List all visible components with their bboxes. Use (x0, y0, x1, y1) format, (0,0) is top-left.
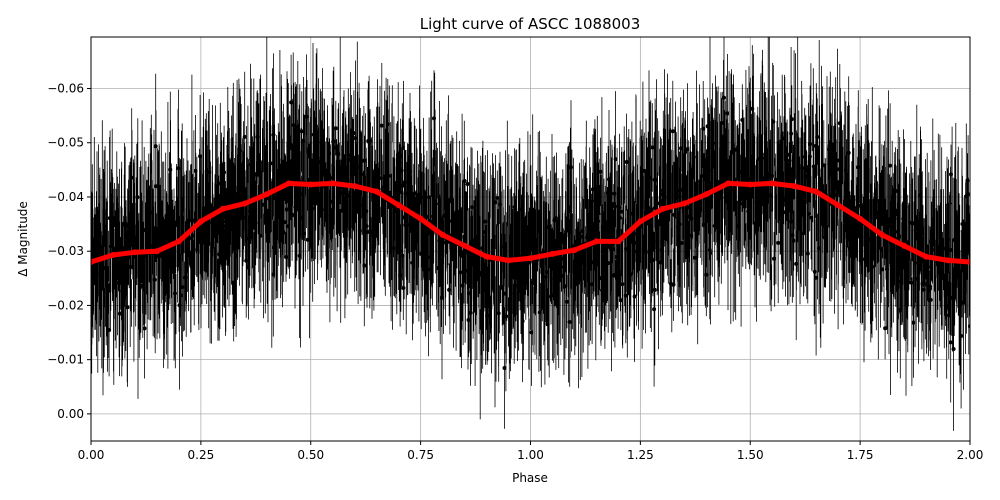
mean-curve-point (461, 242, 468, 249)
mean-curve-point (857, 215, 864, 222)
chart-title: Light curve of ASCC 1088003 (420, 15, 641, 33)
mean-curve-point (351, 183, 358, 190)
x-tick-label: 1.00 (517, 448, 544, 462)
mean-curve-point (571, 247, 578, 254)
mean-curve-point (373, 188, 380, 195)
y-tick-label: −0.02 (47, 298, 84, 312)
mean-curve-point (945, 257, 951, 264)
mean-curve-point (549, 250, 556, 257)
mean-curve (91, 180, 970, 265)
mean-curve-point (593, 238, 600, 245)
mean-curve-point (505, 257, 512, 264)
x-tick-label: 0.25 (188, 448, 215, 462)
x-tick-label: 0.50 (297, 448, 324, 462)
mean-curve-point (923, 253, 929, 260)
mean-curve-point (879, 231, 886, 238)
mean-curve-point (175, 238, 182, 245)
mean-curve-point (835, 202, 842, 209)
mean-curve-point (769, 180, 776, 187)
x-axis-label: Phase (512, 471, 548, 485)
mean-curve-point (703, 191, 710, 198)
mean-curve-point (791, 183, 798, 190)
mean-curve-point (110, 252, 116, 258)
x-tick-label: 1.50 (737, 448, 764, 462)
mean-curve-point (901, 242, 908, 249)
mean-curve-point (659, 205, 666, 212)
y-tick-label: −0.04 (47, 190, 84, 204)
mean-curve-point (439, 231, 446, 238)
mean-curve-point (417, 215, 424, 222)
mean-curve-point (725, 180, 732, 187)
mean-curve-point (637, 218, 644, 225)
mean-curve-point (483, 253, 490, 260)
y-tick-label: 0.00 (57, 407, 84, 421)
mean-curve-point (153, 248, 160, 255)
mean-curve-point (747, 181, 754, 188)
x-axis-ticks: 0.00 0.25 0.50 0.75 1.00 1.25 1.50 1.75 2.00 (78, 441, 984, 462)
mean-curve-point (527, 255, 534, 262)
y-axis-ticks: −0.06 −0.05 −0.04 −0.03 −0.02 −0.01 0.00 (47, 82, 91, 421)
x-tick-label: 1.75 (847, 448, 874, 462)
mean-curve-point (967, 259, 970, 265)
mean-curve-point (263, 191, 270, 198)
mean-curve-point (241, 200, 248, 207)
mean-curve-point (681, 200, 688, 207)
y-tick-label: −0.01 (47, 353, 84, 367)
x-tick-label: 1.25 (627, 448, 654, 462)
y-axis-label: Δ Magnitude (16, 201, 30, 277)
mean-curve-point (285, 180, 292, 187)
x-tick-label: 0.00 (78, 448, 105, 462)
y-tick-label: −0.03 (47, 244, 84, 258)
mean-curve-point (307, 181, 314, 188)
mean-curve-point (197, 218, 204, 225)
x-tick-label: 0.75 (407, 448, 434, 462)
mean-curve-point (219, 205, 226, 212)
x-tick-label: 2.00 (957, 448, 984, 462)
mean-curve-point (813, 188, 820, 195)
mean-curve-point (395, 202, 402, 209)
mean-curve-point (329, 180, 336, 187)
mean-curve-point (615, 238, 622, 245)
y-tick-label: −0.05 (47, 136, 84, 150)
mean-curve-point (91, 259, 94, 265)
mean-curve-point (131, 249, 138, 256)
y-tick-label: −0.06 (47, 82, 84, 96)
